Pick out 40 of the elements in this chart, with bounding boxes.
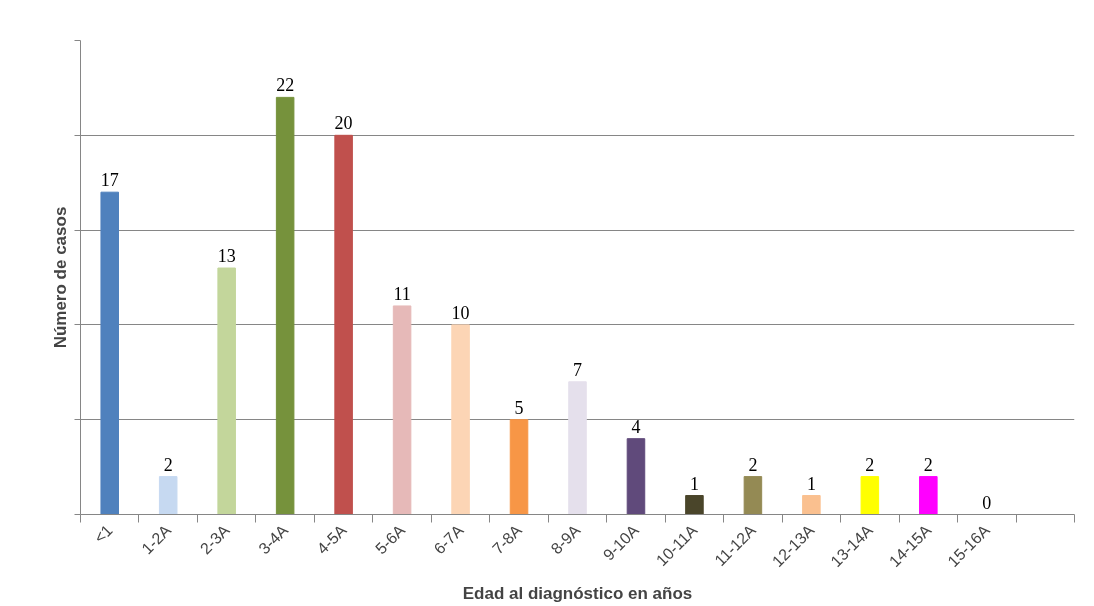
data-label: 10 <box>451 302 470 323</box>
data-label: 5 <box>514 397 524 418</box>
x-tick-label: <1 <box>90 521 116 547</box>
bar <box>509 419 529 515</box>
y-axis-title: Número de casos <box>50 206 70 349</box>
data-label: 7 <box>573 359 582 380</box>
bar <box>919 476 938 515</box>
bar <box>100 191 120 515</box>
data-label: 1 <box>689 473 699 494</box>
bar <box>743 476 763 515</box>
bar <box>158 476 178 515</box>
data-label: 2 <box>923 454 933 475</box>
bar <box>685 495 704 515</box>
bar <box>334 134 353 515</box>
bar <box>451 324 470 515</box>
data-label: 2 <box>865 454 875 475</box>
x-tick-label: 7-8A <box>489 521 526 558</box>
data-label: 1 <box>806 473 816 494</box>
bar <box>860 476 880 515</box>
x-tick-label: 6-7A <box>430 521 467 558</box>
data-label: 4 <box>631 416 641 437</box>
data-label: 20 <box>334 113 353 134</box>
data-label: 2 <box>748 454 758 475</box>
bar <box>392 305 412 515</box>
x-tick-label: 8-9A <box>547 521 584 558</box>
bar <box>217 267 236 515</box>
bar <box>802 495 821 515</box>
x-axis-title: Edad al diagnóstico en años <box>462 584 693 603</box>
data-label: 11 <box>393 283 411 304</box>
bar <box>626 438 646 515</box>
bar <box>275 96 295 515</box>
data-label: 2 <box>163 454 173 475</box>
data-label: 13 <box>217 246 236 267</box>
data-label: 0 <box>982 492 992 513</box>
x-tick-label: 5-6A <box>372 521 409 558</box>
data-label: 17 <box>100 170 119 191</box>
x-tick-label: 4-5A <box>313 521 350 558</box>
bar <box>568 381 587 515</box>
x-tick-label: 3-4A <box>255 521 292 558</box>
data-label: 22 <box>276 75 295 96</box>
